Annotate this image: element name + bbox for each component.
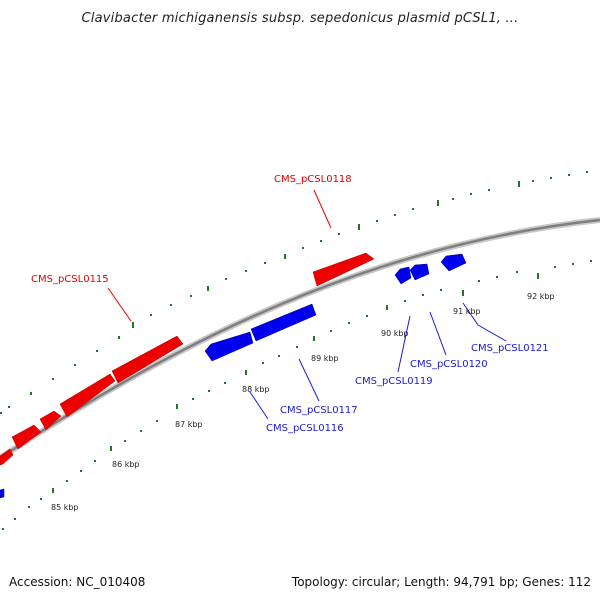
tick-label-90kbp: 90 kbp	[381, 329, 409, 338]
gene-label-cms-pcsl0119[interactable]: CMS_pCSL0119	[355, 376, 433, 387]
gene-label-cms-pcsl0121[interactable]: CMS_pCSL0121	[471, 343, 549, 354]
map-title: Clavibacter michiganensis subsp. sepedon…	[81, 11, 519, 26]
forward-genes	[0, 252, 375, 466]
tick-label-88kbp: 88 kbp	[242, 385, 270, 394]
tick-label-91kbp: 91 kbp	[453, 307, 481, 316]
gene-arrow[interactable]	[394, 266, 412, 285]
inner-tick-ring	[2, 260, 592, 530]
gene-arrow[interactable]	[312, 252, 375, 287]
gene-arrow[interactable]	[204, 331, 254, 362]
gene-label-cms-pcsl0117[interactable]: CMS_pCSL0117	[280, 405, 358, 416]
outer-tick-ring	[0, 171, 588, 414]
gene-arrow[interactable]	[39, 410, 62, 431]
gene-arrow[interactable]	[11, 424, 42, 450]
tick-label-87kbp: 87 kbp	[175, 420, 203, 429]
gene-label-cms-pcsl0115[interactable]: CMS_pCSL0115	[31, 274, 109, 285]
tick-label-89kbp: 89 kbp	[311, 354, 339, 363]
tick-label-86kbp: 86 kbp	[112, 460, 140, 469]
reverse-genes	[0, 253, 467, 499]
gene-arrow[interactable]	[111, 335, 184, 384]
gene-arrow[interactable]	[250, 303, 317, 342]
gene-arrow[interactable]	[440, 253, 467, 272]
gene-arrow[interactable]	[0, 488, 5, 499]
label-leaders	[107, 189, 507, 420]
gene-arrow[interactable]	[409, 263, 430, 281]
tick-label-92kbp: 92 kbp	[527, 292, 555, 301]
tick-label-85kbp: 85 kbp	[51, 503, 79, 512]
gene-arrow[interactable]	[59, 373, 116, 418]
gene-label-cms-pcsl0118[interactable]: CMS_pCSL0118	[274, 174, 352, 185]
accession-text: Accession: NC_010408	[9, 575, 146, 589]
gene-label-cms-pcsl0120[interactable]: CMS_pCSL0120	[410, 359, 488, 370]
gene-arrow[interactable]	[0, 448, 14, 466]
gene-label-cms-pcsl0116[interactable]: CMS_pCSL0116	[266, 423, 344, 434]
topology-summary: Topology: circular; Length: 94,791 bp; G…	[291, 575, 591, 589]
